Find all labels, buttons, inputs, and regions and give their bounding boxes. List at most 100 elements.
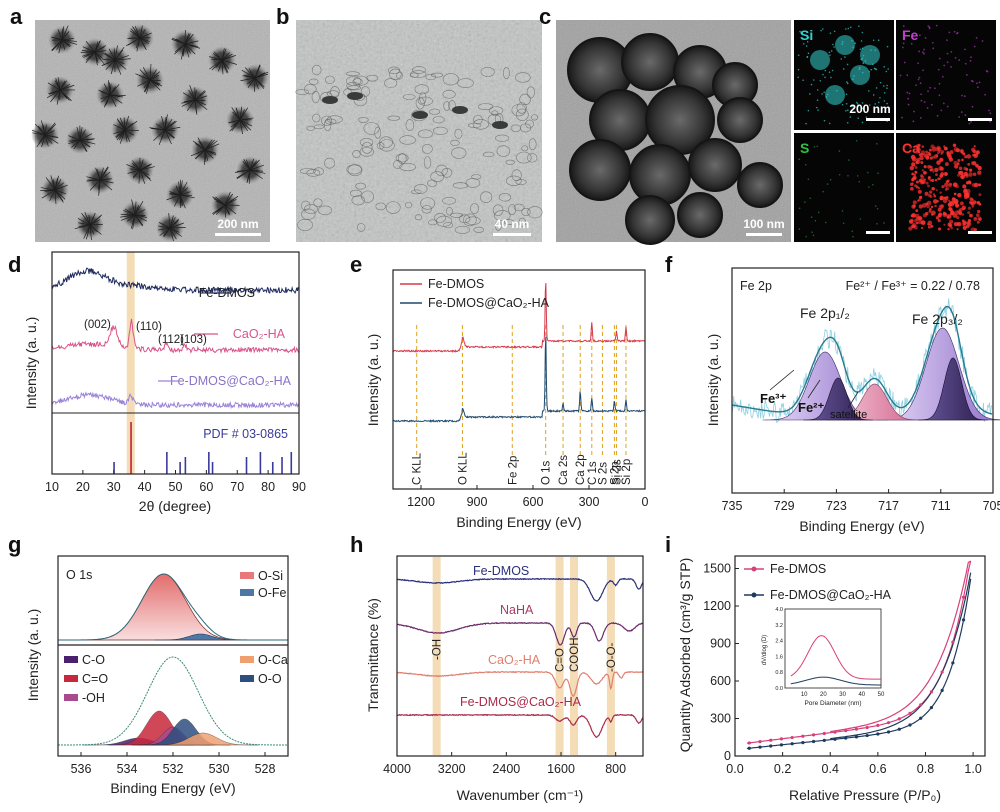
particle	[297, 218, 313, 231]
particle	[446, 206, 453, 216]
marker-fe-dmos	[919, 703, 923, 707]
particle	[472, 119, 489, 130]
sphere	[688, 138, 742, 192]
panel-letter-f: f	[665, 252, 673, 277]
particle	[432, 116, 445, 124]
panel-letter-b: b	[276, 4, 289, 29]
legend-i-2: Fe-DMOS@CaO₂-HA	[770, 588, 892, 602]
series-cao2-ha	[51, 318, 300, 355]
x-tick-label: 30	[107, 480, 121, 494]
legend-g: O-Fe	[258, 586, 287, 600]
particle	[521, 207, 531, 217]
sphere	[737, 162, 783, 208]
particle	[355, 182, 367, 190]
particle	[299, 168, 316, 175]
particle	[353, 75, 369, 86]
particle	[435, 164, 448, 177]
x-tick-label: 530	[209, 762, 230, 776]
x-tick-label: 735	[722, 499, 743, 513]
chart-f-fe2p: 735 729 723 717 711 705 Fe 2p Fe²⁺ / Fe³⁺ = 0…	[705, 267, 1000, 534]
ylabel-f: Intensity (a. u.)	[705, 334, 721, 427]
peak-label: Si 2p	[621, 459, 633, 485]
marker-fe-dmos-cao2-ha	[876, 732, 880, 736]
nanoflower	[211, 191, 240, 219]
series-fe-dmos-cao2-ha	[51, 391, 300, 410]
particle	[458, 214, 471, 224]
peak-label-112: (112)	[158, 334, 184, 346]
marker-fe-dmos	[801, 734, 805, 738]
frame-f	[731, 267, 994, 494]
particle	[465, 216, 481, 225]
marker-fe-dmos-cao2-ha	[908, 723, 912, 727]
legend-d-3: Fe-DMOS@CaO₂-HA	[170, 374, 292, 388]
panel-c-tem: 100 nm	[556, 20, 791, 245]
dark-particle	[412, 111, 428, 119]
particle	[345, 71, 360, 77]
nanoflower	[66, 125, 96, 154]
marker-fe-dmos	[779, 737, 784, 741]
nanoflower	[190, 136, 220, 165]
marker-fe-dmos	[758, 740, 762, 744]
xlabel-e: Binding Energy (eV)	[456, 514, 581, 530]
particle	[393, 159, 403, 169]
top-envelope	[58, 573, 288, 641]
particle	[516, 151, 532, 164]
marker-fe-dmos	[822, 731, 826, 736]
nanoflower	[226, 106, 254, 135]
particle	[359, 137, 374, 147]
inset-pore-distribution: 10 20 30 40 50 0.0 0.8 1.6 2.4 3.2 4.0 Pore Diamet…	[762, 607, 885, 707]
particle	[516, 102, 527, 114]
particle	[410, 70, 427, 78]
inset-y-tick: 0.8	[775, 670, 783, 676]
particle	[441, 167, 453, 178]
legend-g: C-O	[82, 653, 105, 667]
map-label-si: Si	[800, 27, 813, 43]
panel-letter-a: a	[10, 4, 23, 29]
inset-y-tick: 4.0	[775, 607, 783, 613]
chart-e-xps-survey: 1200 900 600 300 0 C KLL O KLL Fe 2p O 1s Ca 2s C…	[365, 269, 649, 530]
particle	[421, 144, 433, 154]
x-tick-label: 528	[255, 762, 276, 776]
particle	[480, 66, 495, 77]
marker-fe-dmos-cao2-ha	[801, 741, 805, 745]
peak-label: C KLL	[412, 452, 424, 485]
particle	[312, 113, 321, 123]
particle	[405, 201, 413, 209]
series-fe-dmos-cao2-ha	[396, 713, 644, 738]
particle	[457, 78, 474, 89]
ylabel-g: Intensity (a. u.)	[25, 609, 41, 702]
particle	[388, 66, 401, 75]
marker-fe-dmos-cao2-ha	[747, 746, 751, 750]
particle	[526, 153, 538, 163]
inset-y-tick: 1.6	[775, 654, 783, 660]
x-tick-label: 723	[826, 499, 847, 513]
inset-y-tick: 2.4	[775, 639, 783, 645]
particle	[442, 90, 456, 99]
particle	[304, 204, 318, 215]
sphere	[621, 33, 679, 91]
legend-swatch-g	[240, 589, 254, 596]
band-cooh	[569, 557, 578, 755]
nanoflower	[31, 120, 59, 149]
particle	[324, 157, 336, 169]
x-tick-label: 70	[230, 480, 244, 494]
band-oo	[606, 557, 615, 755]
legend-e-1: Fe-DMOS	[428, 277, 484, 291]
series-fe-dmos-cao2-ha-des	[830, 572, 972, 740]
sphere	[625, 195, 675, 245]
particle	[306, 169, 321, 177]
x-tick-label: 3200	[438, 762, 466, 776]
marker-fe-dmos	[747, 741, 751, 745]
particle	[417, 96, 433, 106]
marker-fe-dmos	[897, 717, 901, 721]
particle	[420, 197, 436, 210]
particle	[311, 64, 322, 76]
marker-fe-dmos	[908, 711, 912, 715]
particle	[419, 91, 427, 105]
ratio-f: Fe²⁺ / Fe³⁺ = 0.22 / 0.78	[846, 279, 980, 293]
marker-fe-dmos	[886, 721, 891, 725]
xlabel-d: 2θ (degree)	[139, 498, 211, 514]
marker-fe-dmos	[876, 723, 880, 727]
peak-label: S 2s	[597, 462, 609, 485]
bottom-components	[83, 710, 259, 746]
